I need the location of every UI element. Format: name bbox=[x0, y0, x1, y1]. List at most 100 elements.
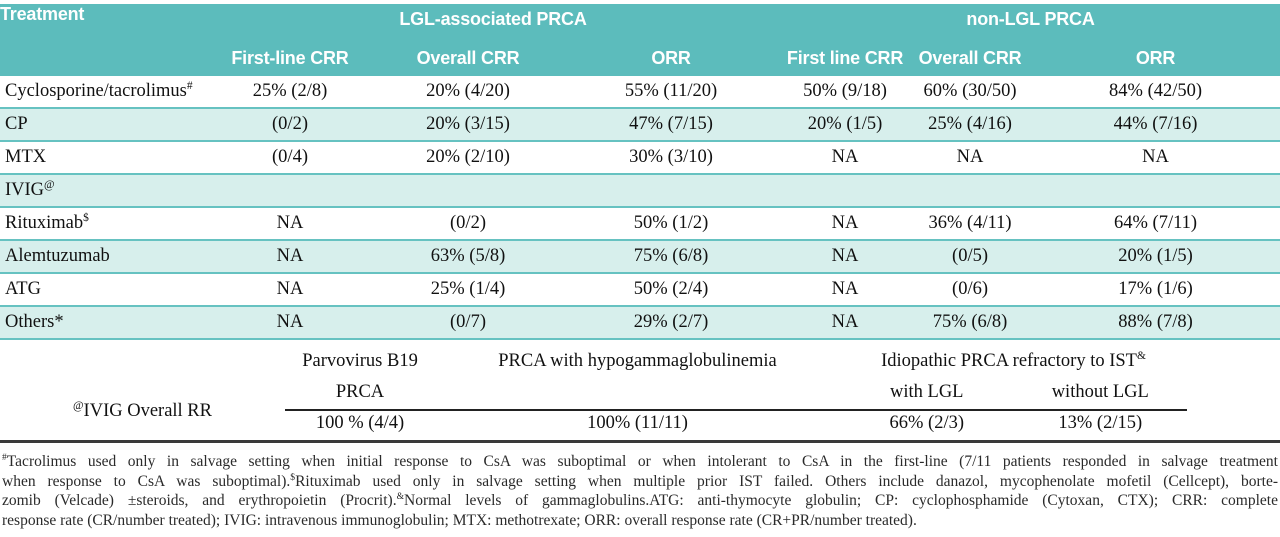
table-cell: NA bbox=[781, 273, 910, 307]
table-cell: NA bbox=[205, 306, 375, 340]
ivig-idiopathic-values: 66% (2/3) 13% (2/15) bbox=[840, 411, 1187, 438]
table-cell: NA bbox=[909, 141, 1032, 175]
table-row: IVIG@ bbox=[0, 174, 1280, 208]
table-header: Treatment LGL-associated PRCA non-LGL PR… bbox=[0, 4, 1280, 76]
table-cell: (0/5) bbox=[909, 240, 1032, 274]
table-cell: 44% (7/16) bbox=[1031, 108, 1280, 142]
table-body: Cyclosporine/tacrolimus# 25% (2/8) 20% (4/… bbox=[0, 76, 1280, 340]
table-cell: 47% (7/15) bbox=[561, 108, 782, 142]
ivig-hypogamma-value: 100% (11/11) bbox=[587, 413, 688, 433]
table-cell: NA bbox=[781, 306, 910, 340]
footnote-text-2a: when response to CsA was suboptimal). bbox=[2, 472, 291, 490]
sub-header-row: First-line CRR Overall CRR ORR First lin… bbox=[0, 37, 1280, 76]
table-cell bbox=[1031, 174, 1280, 208]
column-header-overall-crr-lgl: Overall CRR bbox=[375, 37, 561, 76]
table-cell: 75% (6/8) bbox=[909, 306, 1032, 340]
ivig-parvovirus-line2: PRCA bbox=[335, 382, 385, 402]
treatment-response-table: Treatment LGL-associated PRCA non-LGL PR… bbox=[0, 4, 1280, 340]
table-cell: (0/4) bbox=[205, 141, 375, 175]
table-cell: 64% (7/11) bbox=[1031, 207, 1280, 241]
column-header-orr-lgl: ORR bbox=[561, 37, 782, 76]
table-cell: 29% (2/7) bbox=[561, 306, 782, 340]
table-cell bbox=[561, 174, 782, 208]
footnote-marker: # bbox=[186, 79, 193, 92]
ivig-group-hypogammaglobulinemia: PRCA with hypogammaglobulinemia 100% (11… bbox=[435, 340, 840, 440]
ivig-hypogamma-line2: hypogammaglobulinemia bbox=[587, 351, 777, 371]
table-row: Cyclosporine/tacrolimus# 25% (2/8) 20% (4/… bbox=[0, 76, 1280, 109]
table-cell: 25% (1/4) bbox=[375, 273, 561, 307]
table-row: Others* NA (0/7) 29% (2/7) NA 75% (6/8) 88% (7… bbox=[0, 306, 1280, 340]
table-row: CP (0/2) 20% (3/15) 47% (7/15) 20% (1/5) 25% … bbox=[0, 108, 1280, 142]
column-header-overall-crr-nonlgl: Overall CRR bbox=[909, 37, 1032, 76]
table-cell: 63% (5/8) bbox=[375, 240, 561, 274]
footnote-marker-at: @ bbox=[72, 399, 84, 412]
footnotes: #Tacrolimus used only in salvage setting… bbox=[0, 443, 1280, 530]
table-row: ATG NA 25% (1/4) 50% (2/4) NA (0/6) 17% (1/6) bbox=[0, 273, 1280, 307]
treatment-label: CP bbox=[0, 108, 205, 142]
table-cell: (0/2) bbox=[375, 207, 561, 241]
ivig-overall-rr-section: @IVIG Overall RR Parvovirus B19 PRCA 100… bbox=[0, 340, 1280, 443]
treatment-label: MTX bbox=[0, 141, 205, 175]
ivig-with-lgl-header: with LGL bbox=[890, 382, 964, 402]
footnote-line-3: zomib (Velcade) ±steroids, and erythropo… bbox=[2, 491, 1278, 511]
treatment-label: Alemtuzumab bbox=[0, 240, 205, 274]
table-cell: 17% (1/6) bbox=[1031, 273, 1280, 307]
treatment-label: ATG bbox=[0, 273, 205, 307]
table-cell: NA bbox=[781, 141, 910, 175]
ivig-group-idiopathic-header: Idiopathic PRCA refractory to IST& with … bbox=[840, 340, 1187, 411]
table-cell: 20% (2/10) bbox=[375, 141, 561, 175]
table-cell: 88% (7/8) bbox=[1031, 306, 1280, 340]
ivig-parvovirus-line1: Parvovirus B19 bbox=[302, 351, 418, 371]
footnote-marker: @ bbox=[44, 178, 55, 191]
footnote-line-4: response rate (CR/number treated); IVIG:… bbox=[2, 511, 917, 529]
table-cell: 60% (30/50) bbox=[909, 76, 1032, 109]
table-cell bbox=[781, 174, 910, 208]
table-cell: 25% (2/8) bbox=[205, 76, 375, 109]
treatment-label: Cyclosporine/tacrolimus# bbox=[0, 76, 205, 109]
table-cell: NA bbox=[205, 240, 375, 274]
ivig-idiopathic-title-text: Idiopathic PRCA refractory to IST bbox=[881, 351, 1137, 371]
footnote-text-3a: zomib (Velcade) ±steroids, and erythropo… bbox=[2, 492, 397, 509]
ivig-idiopathic-title: Idiopathic PRCA refractory to IST& bbox=[881, 349, 1146, 371]
table-cell: (0/7) bbox=[375, 306, 561, 340]
table-cell: 30% (3/10) bbox=[561, 141, 782, 175]
table-cell: (0/6) bbox=[909, 273, 1032, 307]
table-cell: NA bbox=[205, 273, 375, 307]
ivig-group-idiopathic: Idiopathic PRCA refractory to IST& with … bbox=[840, 340, 1187, 440]
table-cell: 55% (11/20) bbox=[561, 76, 782, 109]
group-header-non-lgl-prca: non-LGL PRCA bbox=[781, 4, 1280, 37]
footnote-marker-hash: # bbox=[2, 451, 7, 463]
group-header-row: Treatment LGL-associated PRCA non-LGL PR… bbox=[0, 4, 1280, 76]
footnote-text-1: Tacrolimus used only in salvage setting … bbox=[6, 453, 1278, 470]
ivig-group-parvovirus: Parvovirus B19 PRCA 100 % (4/4) bbox=[285, 340, 435, 440]
ivig-without-lgl-header: without LGL bbox=[1051, 382, 1149, 402]
ivig-groups: Parvovirus B19 PRCA 100 % (4/4) PRCA wit… bbox=[285, 340, 1187, 440]
ivig-group-parvovirus-header: Parvovirus B19 PRCA bbox=[285, 340, 435, 411]
footnote-marker: $ bbox=[83, 211, 89, 224]
table-cell: (0/2) bbox=[205, 108, 375, 142]
group-header-lgl-prca: LGL-associated PRCA bbox=[205, 4, 782, 37]
table-row: Alemtuzumab NA 63% (5/8) 75% (6/8) NA (0/5) 20… bbox=[0, 240, 1280, 274]
table-cell: 50% (9/18) bbox=[781, 76, 910, 109]
table-cell: 20% (1/5) bbox=[781, 108, 910, 142]
footnote-marker-dollar: $ bbox=[290, 471, 296, 483]
ivig-group-hypogamma-header: PRCA with hypogammaglobulinemia bbox=[435, 340, 840, 411]
table-cell: NA bbox=[781, 207, 910, 241]
treatment-label: Rituximab$ bbox=[0, 207, 205, 241]
treatment-label: Others* bbox=[0, 306, 205, 340]
table-cell: 20% (4/20) bbox=[375, 76, 561, 109]
table-cell: NA bbox=[781, 240, 910, 274]
treatment-label: IVIG@ bbox=[0, 174, 205, 208]
footnote-text-3b: Normal levels of gammaglobulins.ATG: ant… bbox=[404, 492, 1278, 509]
table-cell: 50% (2/4) bbox=[561, 273, 782, 307]
footnote-line-1: #Tacrolimus used only in salvage setting… bbox=[2, 452, 1278, 472]
table-cell: NA bbox=[205, 207, 375, 241]
table-cell: 25% (4/16) bbox=[909, 108, 1032, 142]
footnote-marker-amp: & bbox=[1136, 349, 1146, 362]
table-cell bbox=[205, 174, 375, 208]
column-header-orr-nonlgl: ORR bbox=[1031, 37, 1280, 76]
table-cell: 50% (1/2) bbox=[561, 207, 782, 241]
ivig-parvovirus-value: 100 % (4/4) bbox=[315, 413, 405, 433]
footnote-line-2: when response to CsA was suboptimal).$Ri… bbox=[2, 472, 1278, 492]
